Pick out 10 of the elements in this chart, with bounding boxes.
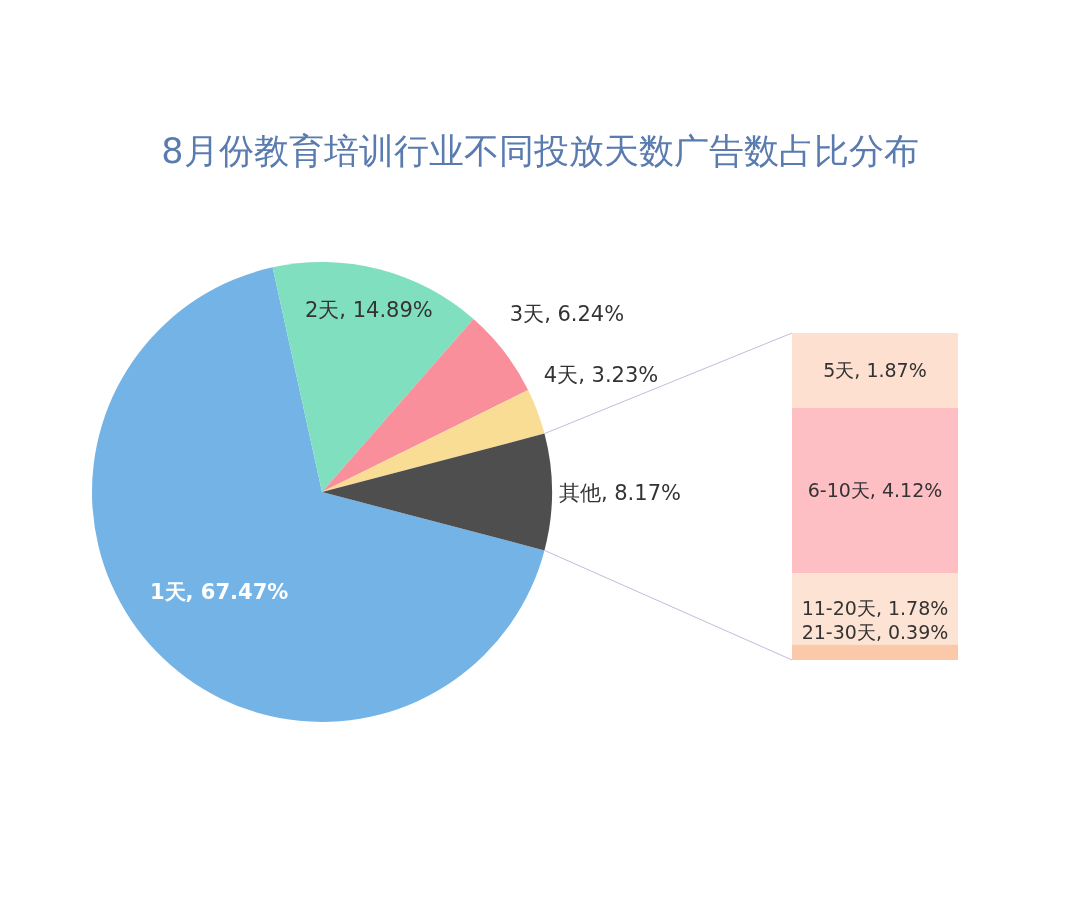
slice-label: 1天, 67.47% [149, 579, 289, 604]
slice-label: 4天, 3.23% [543, 362, 659, 387]
chart-title: 8月份教育培训行业不同投放天数广告数占比分布 [161, 131, 919, 171]
data-label: 5天, 1.87% [823, 359, 927, 382]
data-label: 6-10天, 4.12% [807, 479, 943, 502]
data-label: 11-20天, 1.78% [801, 597, 949, 620]
slice-label: 3天, 6.24% [509, 301, 625, 326]
slice-label: 2天, 14.89% [305, 298, 433, 323]
slice-label: 其他, 8.17% [558, 481, 681, 505]
data-label: 21-30天, 0.39% [801, 621, 949, 644]
